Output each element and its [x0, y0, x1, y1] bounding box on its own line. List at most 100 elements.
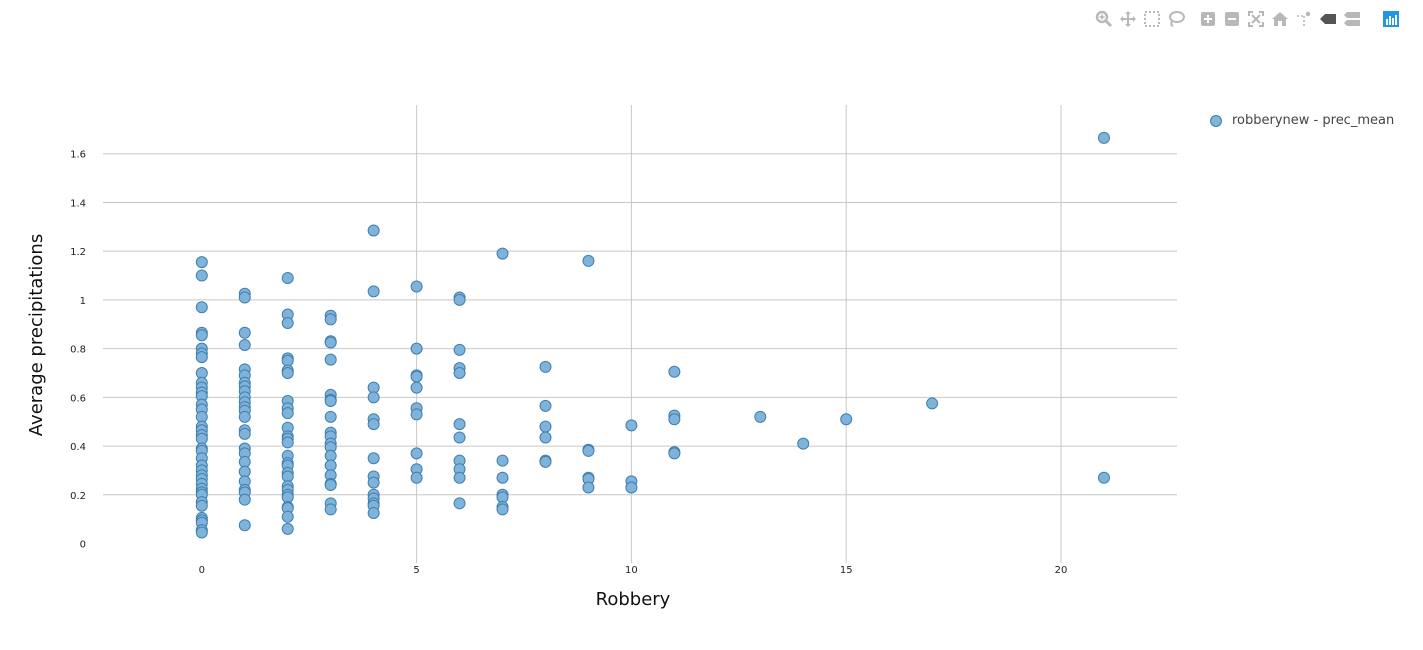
data-point[interactable] [754, 410, 767, 423]
data-point[interactable] [238, 291, 251, 304]
data-point[interactable] [324, 394, 337, 407]
data-point[interactable] [410, 447, 423, 460]
data-point[interactable] [367, 418, 380, 431]
data-point[interactable] [668, 447, 681, 460]
data-point[interactable] [238, 493, 251, 506]
data-point[interactable] [367, 285, 380, 298]
data-point[interactable] [582, 444, 595, 457]
data-point[interactable] [195, 329, 208, 342]
data-points [195, 131, 1110, 539]
y-tick-label: 1.4 [70, 198, 86, 209]
data-point[interactable] [281, 271, 294, 284]
data-point[interactable] [410, 408, 423, 421]
x-tick-label: 5 [413, 565, 419, 576]
plotly-logo-icon[interactable] [1382, 10, 1400, 28]
data-point[interactable] [582, 254, 595, 267]
data-point[interactable] [453, 431, 466, 444]
data-point[interactable] [410, 471, 423, 484]
hover-closest-icon[interactable] [1319, 10, 1337, 28]
box-select-icon[interactable] [1143, 10, 1161, 28]
legend[interactable]: robberynew - prec_mean [1210, 113, 1394, 128]
data-point[interactable] [281, 436, 294, 449]
toggle-spike-lines-icon[interactable] [1295, 10, 1313, 28]
data-point[interactable] [324, 353, 337, 366]
data-point[interactable] [281, 510, 294, 523]
data-point[interactable] [324, 336, 337, 349]
x-tick-label: 10 [625, 565, 638, 576]
data-point[interactable] [496, 247, 509, 260]
lasso-select-icon[interactable] [1167, 10, 1185, 28]
data-point[interactable] [453, 497, 466, 510]
data-point[interactable] [1097, 131, 1110, 144]
pan-icon[interactable] [1119, 10, 1137, 28]
data-point[interactable] [496, 503, 509, 516]
data-point[interactable] [453, 343, 466, 356]
data-point[interactable] [668, 365, 681, 378]
data-point[interactable] [453, 418, 466, 431]
zoom-out-icon[interactable] [1223, 10, 1241, 28]
data-point[interactable] [410, 280, 423, 293]
zoom-in-icon[interactable] [1199, 10, 1217, 28]
data-point[interactable] [539, 399, 552, 412]
data-point[interactable] [539, 360, 552, 373]
autoscale-icon[interactable] [1247, 10, 1265, 28]
data-point[interactable] [281, 522, 294, 535]
y-tick-label: 1.2 [70, 247, 86, 258]
data-point[interactable] [281, 407, 294, 420]
data-point[interactable] [367, 224, 380, 237]
data-point[interactable] [539, 420, 552, 433]
data-point[interactable] [539, 431, 552, 444]
data-point[interactable] [281, 366, 294, 379]
legend-marker [1210, 114, 1222, 127]
data-point[interactable] [324, 479, 337, 492]
data-point[interactable] [195, 269, 208, 282]
data-point[interactable] [840, 413, 853, 426]
y-axis-title: Average precipitations [26, 234, 47, 436]
hover-compare-icon[interactable] [1343, 10, 1361, 28]
data-point[interactable] [410, 381, 423, 394]
x-axis-title: Robbery [596, 589, 671, 610]
data-point[interactable] [324, 503, 337, 516]
data-point[interactable] [367, 507, 380, 520]
data-point[interactable] [367, 391, 380, 404]
data-point[interactable] [324, 313, 337, 326]
data-point[interactable] [453, 471, 466, 484]
data-point[interactable] [539, 455, 552, 468]
x-tick-label: 15 [840, 565, 853, 576]
data-point[interactable] [324, 410, 337, 423]
data-point[interactable] [281, 317, 294, 330]
data-point[interactable] [453, 366, 466, 379]
data-point[interactable] [625, 419, 638, 432]
data-point[interactable] [410, 342, 423, 355]
zoom-icon[interactable] [1095, 10, 1113, 28]
data-point[interactable] [1097, 471, 1110, 484]
y-tick-label: 0 [80, 540, 86, 551]
y-tick-label: 0.2 [70, 491, 86, 502]
y-tick-label: 1.6 [70, 150, 86, 161]
data-point[interactable] [668, 413, 681, 426]
data-point[interactable] [367, 452, 380, 465]
y-tick-label: 0.6 [70, 393, 86, 404]
data-point[interactable] [496, 471, 509, 484]
y-tick-label: 0.8 [70, 345, 86, 356]
data-point[interactable] [195, 499, 208, 512]
data-point[interactable] [195, 301, 208, 314]
data-point[interactable] [195, 256, 208, 269]
data-point[interactable] [238, 410, 251, 423]
data-point[interactable] [625, 481, 638, 494]
data-point[interactable] [238, 519, 251, 532]
data-point[interactable] [410, 370, 423, 383]
data-point[interactable] [195, 526, 208, 539]
data-point[interactable] [453, 293, 466, 306]
data-point[interactable] [797, 437, 810, 450]
data-point[interactable] [238, 326, 251, 339]
data-point[interactable] [496, 454, 509, 467]
data-point[interactable] [238, 427, 251, 440]
data-point[interactable] [582, 481, 595, 494]
data-point[interactable] [238, 338, 251, 351]
data-point[interactable] [926, 397, 939, 410]
data-point[interactable] [195, 351, 208, 364]
data-point[interactable] [367, 476, 380, 489]
reset-axes-icon[interactable] [1271, 10, 1289, 28]
